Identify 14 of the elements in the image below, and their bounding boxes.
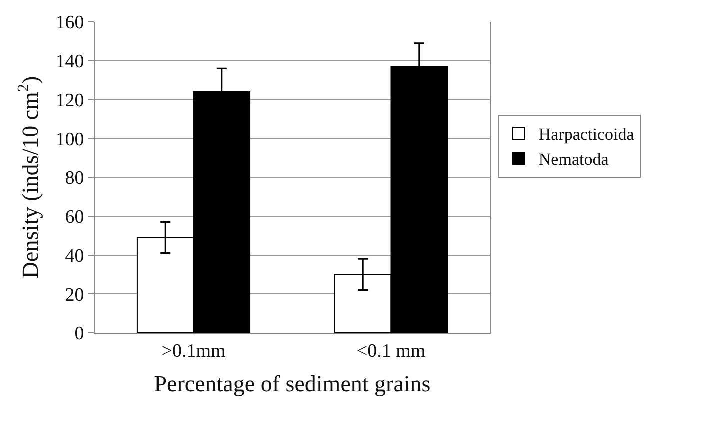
legend-label: Nematoda (538, 150, 610, 170)
y-tick-label: 0 (74, 324, 84, 345)
y-tick-label: 20 (65, 284, 84, 306)
x-tick-label: <0.1 mm (356, 340, 426, 362)
y-tick-label: 40 (65, 246, 84, 267)
legend-label: Harpacticoida (538, 125, 635, 144)
x-axis-title: Percentage of sediment grains (154, 371, 431, 396)
y-tick-label: 140 (56, 52, 84, 73)
y-tick-label: 100 (56, 129, 84, 150)
x-tick-label: >0.1mm (162, 340, 226, 362)
y-tick-label: 120 (56, 90, 84, 112)
y-tick-label: 80 (65, 168, 84, 190)
y-tick-label: 160 (56, 12, 84, 34)
y-tick-label: 60 (65, 207, 84, 228)
